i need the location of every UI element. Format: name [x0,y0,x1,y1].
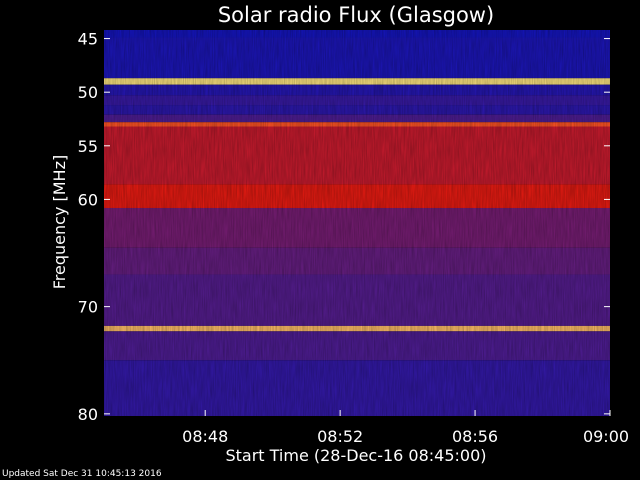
y-tick-label-0: 45 [78,30,98,49]
y-tick-label-3: 60 [78,190,98,209]
y-axis-label: Frequency [MHz] [50,155,69,289]
x-tick-label-0: 08:48 [182,427,228,446]
chart-title: Solar radio Flux (Glasgow) [218,3,494,27]
y-tick-label-5: 80 [78,405,98,424]
updated-timestamp: Updated Sat Dec 31 10:45:13 2016 [2,469,162,479]
y-axis: 45 50 55 60 70 80 [78,30,610,424]
x-tick-label-1: 08:52 [317,427,363,446]
y-tick-label-2: 55 [78,137,98,156]
noise-overlay [104,30,610,416]
x-axis-label: Start Time (28-Dec-16 08:45:00) [225,446,486,465]
plot-area [104,30,610,416]
x-axis: 08:48 08:52 08:56 09:00 [182,410,629,446]
x-tick-label-3: 09:00 [583,427,629,446]
x-tick-label-2: 08:56 [452,427,498,446]
y-tick-label-4: 70 [78,298,98,317]
y-tick-label-1: 50 [78,83,98,102]
